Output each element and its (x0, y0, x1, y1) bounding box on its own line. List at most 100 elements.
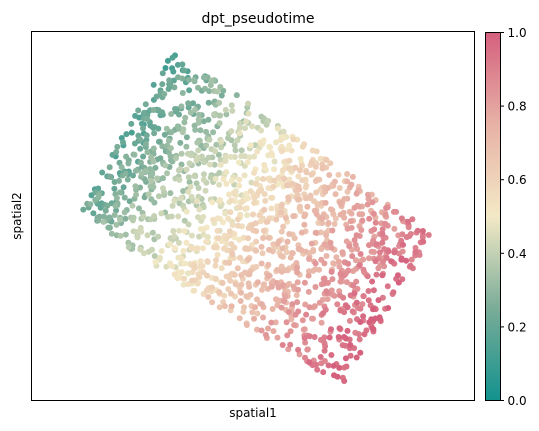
scatter-point (135, 107, 142, 114)
scatter-point (243, 293, 250, 300)
scatter-point (320, 369, 327, 376)
scatter-point (227, 277, 234, 284)
scatter-point (268, 319, 275, 326)
scatter-point (334, 373, 341, 380)
scatter-point (206, 136, 213, 143)
scatter-point (218, 138, 225, 145)
scatter-point (235, 159, 242, 166)
scatter-point (186, 160, 193, 167)
scatter-point (171, 245, 178, 251)
scatter-point (319, 215, 326, 222)
scatter-point (259, 250, 266, 257)
scatter-point (348, 181, 355, 188)
scatter-point (352, 241, 359, 248)
scatter-point (366, 215, 373, 222)
scatter-point (278, 268, 285, 275)
scatter-point (382, 211, 389, 218)
scatter-point (194, 139, 201, 146)
scatter-point (328, 268, 335, 275)
scatter-point (296, 351, 303, 358)
scatter-point (129, 217, 136, 224)
scatter-point (239, 198, 246, 205)
scatter-point (179, 129, 186, 136)
scatter-point (228, 102, 235, 109)
scatter-point (343, 363, 350, 370)
scatter-point (200, 176, 207, 183)
scatter-point (352, 257, 359, 264)
scatter-point (305, 288, 312, 295)
scatter-point (313, 361, 320, 368)
scatter-point (217, 161, 224, 168)
scatter-point (194, 154, 201, 161)
scatter-point (360, 256, 367, 263)
scatter-point (209, 284, 215, 291)
scatter-point (151, 130, 158, 137)
scatter-point (195, 214, 201, 221)
scatter-point (160, 185, 166, 192)
scatter-point (177, 166, 184, 173)
scatter-point (118, 164, 125, 171)
scatter-point (368, 316, 375, 323)
scatter-point (369, 325, 376, 331)
scatter-point (111, 212, 118, 218)
scatter-point (275, 284, 282, 291)
scatter-point (150, 81, 157, 88)
scatter-point (306, 268, 312, 275)
scatter-point (323, 232, 330, 239)
scatter-point (206, 161, 213, 168)
scatter-point (380, 258, 387, 265)
scatter-point (140, 213, 147, 220)
scatter-point (180, 281, 187, 288)
scatter-point (251, 153, 258, 160)
scatter-point (265, 234, 272, 241)
scatter-point (395, 272, 401, 279)
scatter-point (298, 247, 305, 254)
scatter-point (337, 211, 344, 218)
scatter-point (265, 185, 272, 192)
scatter-point (407, 262, 414, 269)
scatter-point (137, 145, 144, 152)
scatter-point (278, 263, 285, 270)
scatter-point (322, 199, 329, 206)
scatter-point (369, 278, 376, 285)
scatter-point (306, 333, 313, 340)
scatter-point (155, 193, 162, 200)
scatter-point (151, 213, 158, 219)
scatter-point (273, 279, 280, 286)
scatter-point (245, 110, 252, 117)
scatter-point (157, 254, 163, 261)
scatter-point (189, 277, 195, 284)
scatter-point (210, 129, 217, 136)
scatter-point (200, 171, 207, 178)
scatter-point (279, 342, 286, 348)
scatter-point (334, 301, 341, 308)
scatter-point (332, 191, 339, 198)
scatter-point (160, 175, 166, 182)
scatter-point (185, 281, 192, 288)
colorbar-tick-label: 0.8 (508, 100, 527, 114)
scatter-point (222, 158, 229, 164)
scatter-point (137, 246, 144, 253)
scatter-point (372, 258, 379, 265)
scatter-point (166, 77, 173, 84)
scatter-point (369, 199, 376, 206)
scatter-point (231, 190, 238, 197)
scatter-point (314, 201, 321, 208)
scatter-point (171, 84, 178, 91)
scatter-point (283, 146, 290, 153)
scatter-point (205, 154, 212, 161)
scatter-point (388, 258, 395, 265)
scatter-point (261, 227, 267, 234)
scatter-point (366, 242, 372, 249)
scatter-point (268, 150, 275, 157)
scatter-point (353, 299, 360, 306)
scatter-point (234, 137, 241, 144)
scatter-point (178, 150, 185, 157)
scatter-point (336, 364, 343, 371)
scatter-point (214, 215, 221, 222)
scatter-point (208, 77, 215, 84)
y-axis-label: spatial2 (10, 192, 24, 240)
scatter-point (196, 111, 202, 118)
scatter-point (137, 136, 144, 143)
scatter-point (148, 177, 155, 184)
